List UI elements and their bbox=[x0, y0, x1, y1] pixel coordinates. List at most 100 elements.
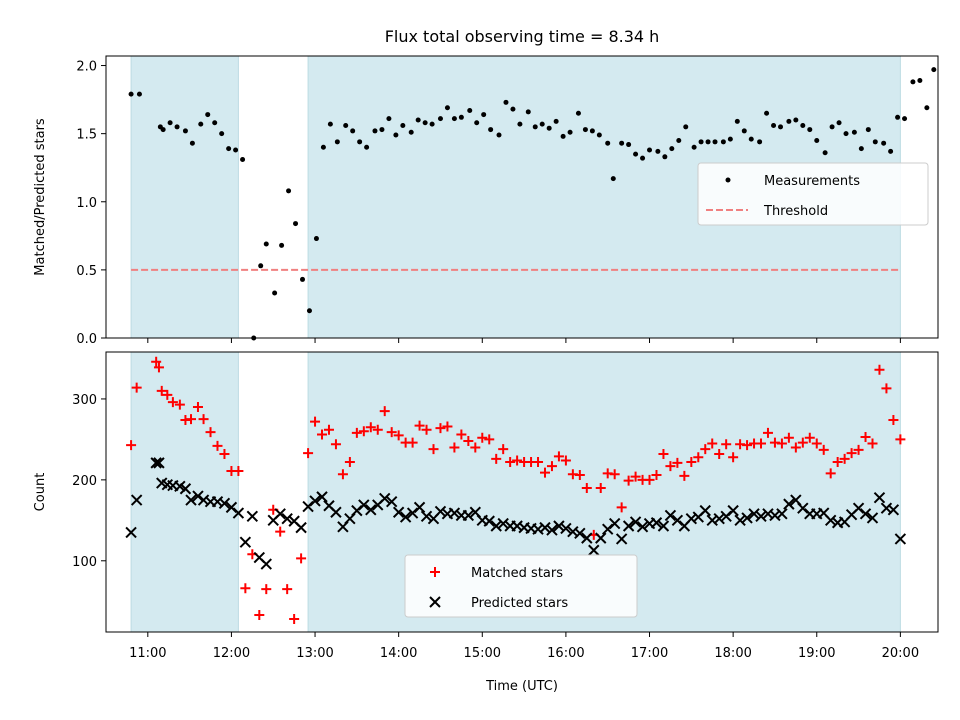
matched-star-point bbox=[162, 389, 173, 400]
predicted-star-point bbox=[748, 508, 760, 520]
measurement-point bbox=[510, 106, 516, 112]
matched-star-point bbox=[895, 434, 906, 445]
measurement-point bbox=[496, 132, 502, 138]
measurement-point bbox=[931, 67, 937, 73]
measurement-point bbox=[582, 127, 588, 133]
series-predicted-stars bbox=[125, 457, 907, 570]
predicted-star-point bbox=[755, 510, 767, 522]
matched-star-point bbox=[721, 439, 732, 450]
predicted-star-point bbox=[887, 504, 900, 516]
matched-star-point bbox=[470, 442, 481, 453]
observing-interval-0-0 bbox=[130, 55, 239, 339]
predicted-star-point bbox=[497, 517, 509, 530]
y-axis-label: Matched/Predicted stars bbox=[33, 118, 48, 276]
measurement-point bbox=[829, 124, 835, 130]
plot-frame bbox=[105, 55, 939, 339]
x-tick-label: 12:00 bbox=[213, 646, 250, 661]
measurement-point bbox=[300, 276, 306, 282]
matched-star-point bbox=[616, 502, 627, 513]
matched-star-point bbox=[881, 383, 892, 394]
x-tick-label: 18:00 bbox=[714, 646, 751, 661]
matched-star-point bbox=[296, 553, 307, 564]
measurement-point bbox=[467, 107, 473, 113]
measurement-point bbox=[626, 142, 632, 148]
measurement-point bbox=[858, 146, 864, 152]
matched-star-point bbox=[609, 469, 620, 480]
matched-star-point bbox=[581, 482, 592, 493]
matched-star-point bbox=[463, 436, 474, 447]
matched-star-point bbox=[762, 427, 773, 438]
measurement-point bbox=[306, 308, 312, 314]
y-tick-label: 100 bbox=[72, 555, 97, 570]
matched-star-point bbox=[560, 455, 571, 466]
x-tick-label: 14:00 bbox=[380, 646, 417, 661]
matched-star-point bbox=[289, 614, 300, 625]
predicted-star-point bbox=[727, 504, 739, 517]
legend-label: Matched stars bbox=[471, 566, 563, 581]
y-axis-label: Count bbox=[33, 473, 48, 512]
measurement-point bbox=[393, 132, 399, 138]
matched-star-point bbox=[790, 442, 801, 453]
predicted-star-point bbox=[560, 522, 572, 535]
measurement-point bbox=[917, 78, 923, 84]
predicted-star-point bbox=[295, 521, 307, 534]
predicted-star-point bbox=[581, 532, 593, 544]
predicted-star-point bbox=[239, 536, 252, 548]
measurement-point bbox=[888, 148, 894, 154]
predicted-star-point bbox=[539, 521, 551, 534]
measurement-point bbox=[647, 147, 653, 153]
measurement-point bbox=[226, 146, 232, 152]
predicted-star-point bbox=[392, 506, 405, 518]
predicted-star-point bbox=[574, 527, 586, 539]
legend: Measurements Threshold bbox=[697, 162, 929, 226]
measurement-point bbox=[851, 129, 857, 135]
predicted-star-point bbox=[232, 507, 245, 519]
measurement-point bbox=[532, 124, 538, 130]
matched-star-point bbox=[867, 438, 878, 449]
chart-title: Flux total observing time = 8.34 h bbox=[385, 27, 660, 46]
matched-star-point bbox=[205, 427, 216, 438]
x-tick-label: 16:00 bbox=[547, 646, 584, 661]
ratio-panel: 0.0 0.5 1.0 1.5 2.0 Matched/Predicted stars Me… bbox=[33, 55, 939, 347]
predicted-star-point bbox=[546, 524, 558, 536]
matched-star-point bbox=[818, 444, 829, 455]
measurement-point bbox=[258, 263, 264, 269]
matched-star-point bbox=[860, 431, 871, 442]
predicted-star-point bbox=[483, 515, 495, 527]
measurement-point bbox=[481, 112, 487, 118]
predicted-star-point bbox=[185, 494, 197, 506]
measurement-point bbox=[734, 118, 740, 124]
measurement-point bbox=[741, 128, 747, 134]
measurement-point bbox=[836, 120, 842, 126]
y-tick-label: 1.5 bbox=[76, 128, 97, 143]
measurement-point bbox=[240, 157, 246, 163]
matched-star-point bbox=[797, 437, 808, 448]
measurement-point bbox=[822, 150, 828, 156]
measurement-point bbox=[872, 139, 878, 145]
matched-star-point bbox=[756, 438, 767, 449]
legend-marker bbox=[725, 177, 731, 183]
measurement-point bbox=[764, 110, 770, 116]
matched-star-point bbox=[192, 402, 203, 413]
matched-star-point bbox=[623, 475, 634, 486]
matched-star-point bbox=[233, 465, 244, 476]
predicted-star-point bbox=[218, 497, 231, 510]
series-matched-stars bbox=[126, 356, 906, 625]
matched-star-point bbox=[212, 440, 223, 451]
matched-star-point bbox=[303, 448, 314, 459]
legend-marker bbox=[430, 567, 440, 577]
measurement-point bbox=[575, 110, 581, 116]
legend-label: Predicted stars bbox=[471, 596, 568, 611]
measurement-point bbox=[786, 118, 792, 124]
legend-label: Threshold bbox=[763, 204, 828, 219]
matched-star-point bbox=[310, 416, 321, 427]
predicted-star-point bbox=[859, 508, 872, 520]
matched-star-point bbox=[151, 356, 162, 367]
matched-star-point bbox=[839, 453, 850, 464]
measurement-point bbox=[727, 136, 733, 142]
predicted-star-point bbox=[179, 483, 192, 495]
measurement-point bbox=[488, 127, 494, 133]
measurement-point bbox=[182, 128, 188, 134]
matched-star-point bbox=[665, 461, 676, 472]
